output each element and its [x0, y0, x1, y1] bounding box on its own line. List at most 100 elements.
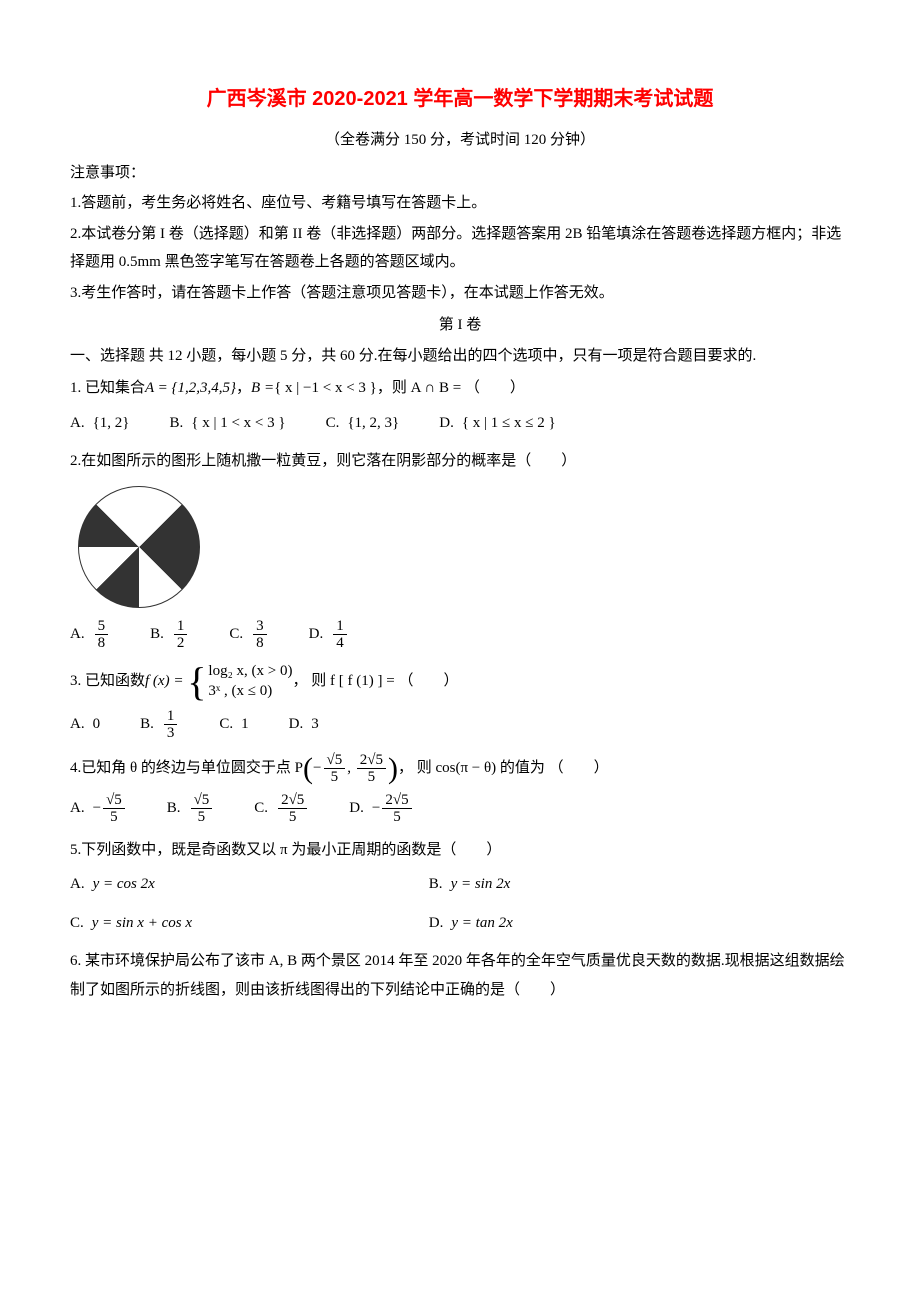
q3-fx: f (x) =	[145, 667, 183, 696]
q4-optA-frac: √55	[103, 792, 125, 826]
q5-optD-val: y = tan 2x	[451, 909, 512, 938]
q1-optA: A.{1, 2}	[70, 409, 130, 438]
q4-options: A. − √55 B. √55 C. 2√55 D. − 2√55	[70, 792, 850, 826]
frac-num: 1	[174, 618, 188, 636]
page-subtitle: （全卷满分 150 分，考试时间 120 分钟）	[70, 126, 850, 155]
q3-optC: C. 1	[219, 710, 248, 739]
q3-pre: 3. 已知函数	[70, 667, 145, 696]
frac-den: 2	[174, 635, 188, 652]
q4-optA-sign: −	[93, 794, 101, 823]
part1-instructions: 一、选择题 共 12 小题，每小题 5 分，共 60 分.在每小题给出的四个选项…	[70, 342, 850, 371]
frac-den: 3	[164, 725, 178, 742]
q4-pre: 4.已知角 θ 的终边与单位圆交于点 P	[70, 754, 303, 783]
frac-num: 1	[333, 618, 347, 636]
frac-den: 5	[191, 809, 213, 826]
q5-options-row2: C.y = sin x + cos x D.y = tan 2x	[70, 909, 850, 938]
q1-optB: B.{ x | 1 < x < 3 }	[170, 409, 286, 438]
q4-optC: C. 2√55	[254, 792, 309, 826]
label-C: C.	[229, 620, 243, 649]
q5-optA: A.y = cos 2x	[70, 870, 429, 899]
q2-optD-frac: 14	[333, 618, 347, 652]
q3-piecewise: { log₂ x, (x > 0) 3ˣ , (x ≤ 0)	[187, 662, 292, 702]
q3-optA-val: 0	[93, 710, 101, 739]
q1-optD: D. { x | 1 ≤ x ≤ 2 }	[439, 409, 555, 438]
q2-pie-figure	[78, 486, 200, 608]
label-D: D.	[289, 710, 304, 739]
q4-px-sign: −	[313, 754, 321, 783]
q1-post: ，则 A ∩ B = （ ）	[377, 374, 525, 403]
q3-optD: D.3	[289, 710, 319, 739]
notice-item: 2.本试卷分第 I 卷（选择题）和第 II 卷（非选择题）两部分。选择题答案用 …	[70, 220, 850, 277]
frac-den: 5	[103, 809, 125, 826]
q4-px-frac: √55	[324, 752, 346, 786]
q3-case2: 3ˣ , (x ≤ 0)	[208, 683, 272, 699]
q2-options: A. 58 B. 12 C. 38 D. 14	[70, 618, 850, 652]
q2-optB: B. 12	[150, 618, 189, 652]
label-D: D.	[349, 794, 364, 823]
frac-den: 8	[253, 635, 267, 652]
frac-den: 5	[324, 769, 346, 786]
label-B: B.	[170, 409, 184, 438]
q5-optB: B. y = sin 2x	[429, 870, 788, 899]
frac-num: 2√5	[357, 752, 386, 770]
label-A: A.	[70, 794, 85, 823]
q3-options: A.0 B. 13 C.1 D.3	[70, 708, 850, 742]
q1-optC-val: {1, 2, 3}	[347, 409, 399, 438]
label-B: B.	[429, 870, 443, 899]
label-B: B.	[140, 710, 154, 739]
label-C: C.	[254, 794, 268, 823]
label-A: A.	[70, 710, 85, 739]
notice-heading: 注意事项：	[70, 159, 850, 188]
comma: ,	[347, 754, 355, 783]
q3-stem: 3. 已知函数 f (x) = { log₂ x, (x > 0) 3ˣ , (…	[70, 662, 850, 702]
q1-optD-val: { x | 1 ≤ x ≤ 2 }	[462, 409, 556, 438]
label-D: D.	[439, 409, 454, 438]
q1-optC: C.{1, 2, 3}	[326, 409, 400, 438]
label-B: B.	[150, 620, 164, 649]
frac-den: 8	[95, 635, 109, 652]
q5-optB-val: y = sin 2x	[451, 870, 511, 899]
q5-optC: C.y = sin x + cos x	[70, 909, 429, 938]
frac-num: √5	[324, 752, 346, 770]
frac-den: 4	[333, 635, 347, 652]
q1-optA-val: {1, 2}	[93, 409, 130, 438]
frac-den: 5	[357, 769, 386, 786]
q4-post: ， 则 cos(π − θ) 的值为 （ ）	[398, 754, 609, 783]
page-title: 广西岑溪市 2020-2021 学年高一数学下学期期末考试试题	[70, 80, 850, 118]
q3-case1: log₂ x, (x > 0)	[208, 663, 292, 679]
label-A: A.	[70, 620, 85, 649]
q5-optC-val: y = sin x + cos x	[92, 909, 192, 938]
q4-optB: B. √55	[167, 792, 215, 826]
label-C: C.	[326, 409, 340, 438]
q3-optD-val: 3	[311, 710, 319, 739]
q4-optD-sign: −	[372, 794, 380, 823]
frac-num: 5	[95, 618, 109, 636]
q3-cases: log₂ x, (x > 0) 3ˣ , (x ≤ 0)	[208, 662, 292, 701]
q1-setB-pre: B =	[251, 374, 274, 403]
q6-stem: 6. 某市环境保护局公布了该市 A, B 两个景区 2014 年至 2020 年…	[70, 947, 850, 1004]
q4-optD-frac: 2√55	[382, 792, 411, 826]
q3-post: ， 则 f [ f (1) ] = （ ）	[293, 667, 459, 696]
q4-optC-frac: 2√55	[278, 792, 307, 826]
label-D: D.	[429, 909, 444, 938]
frac-den: 5	[278, 809, 307, 826]
frac-num: √5	[103, 792, 125, 810]
q1-setA: A = {1,2,3,4,5}	[145, 374, 236, 403]
q2-optB-frac: 12	[174, 618, 188, 652]
frac-num: 1	[164, 708, 178, 726]
q1-stem: 1. 已知集合 A = {1,2,3,4,5} ， B = { x | −1 <…	[70, 374, 850, 403]
q2-optD: D. 14	[309, 618, 349, 652]
q3-optB: B. 13	[140, 708, 179, 742]
frac-num: 2√5	[278, 792, 307, 810]
q4-optA: A. − √55	[70, 792, 127, 826]
label-C: C.	[219, 710, 233, 739]
q2-optC-frac: 38	[253, 618, 267, 652]
q4-optB-frac: √55	[191, 792, 213, 826]
paren-right-icon: )	[388, 754, 398, 784]
q2-stem: 2.在如图所示的图形上随机撒一粒黄豆，则它落在阴影部分的概率是（ ）	[70, 447, 850, 476]
section-1-label: 第 I 卷	[70, 311, 850, 340]
paren-left-icon: (	[303, 754, 313, 784]
q3-optC-val: 1	[241, 710, 249, 739]
q5-optA-val: y = cos 2x	[93, 870, 155, 899]
q4-optD: D. − 2√55	[349, 792, 413, 826]
